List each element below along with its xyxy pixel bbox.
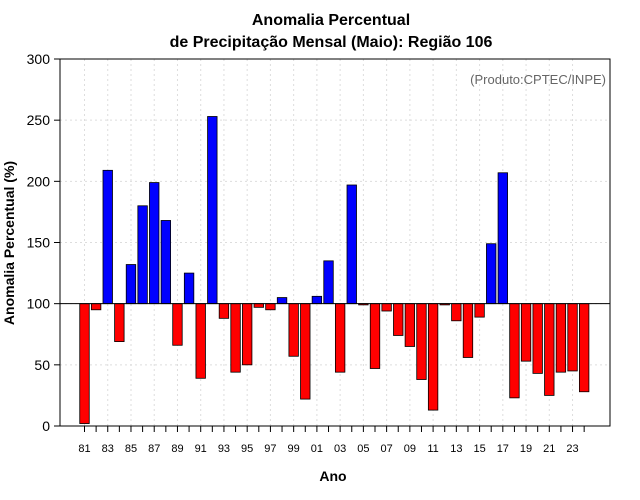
y-tick-label: 150 (27, 235, 51, 251)
bar-2015 (474, 303, 485, 318)
bar-2017 (497, 172, 508, 305)
bar-1997 (265, 303, 276, 311)
bar-2014 (462, 303, 474, 358)
bar-1982 (90, 303, 102, 311)
x-tick-label: 87 (148, 443, 160, 455)
bar-2010 (416, 303, 427, 380)
x-tick-label: 95 (241, 443, 253, 455)
x-tick-label: 11 (427, 443, 438, 455)
x-axis-label: Ano (319, 468, 346, 484)
x-tick-label: 23 (566, 443, 578, 455)
y-tick-label: 100 (27, 296, 51, 312)
y-tick-label: 250 (27, 112, 51, 128)
bar-2016 (486, 243, 497, 305)
bar-2003 (334, 303, 346, 373)
y-tick-label: 300 (27, 51, 51, 67)
y-tick-label: 200 (27, 173, 51, 189)
x-tick-label: 99 (288, 443, 300, 455)
bar-1984 (114, 303, 125, 342)
bar-2009 (404, 303, 416, 347)
bar-2018 (509, 303, 520, 399)
bar-1990 (183, 272, 195, 305)
bar-1991 (195, 303, 206, 379)
x-tick-label: 07 (380, 443, 392, 455)
y-axis-label: Anomalia Percentual (%) (1, 161, 17, 325)
y-tick-label: 0 (42, 418, 50, 434)
x-tick-label: 03 (334, 443, 346, 455)
bar-2000 (300, 303, 311, 400)
bar-1993 (218, 303, 230, 319)
chart-title-line1: Anomalia Percentual (252, 12, 410, 29)
bar-2019 (520, 303, 532, 362)
x-tick-label: 91 (195, 443, 207, 455)
x-tick-label: 19 (520, 443, 532, 455)
bar-2006 (369, 303, 381, 369)
y-axis: 0 50 100 150 200 250 300 (27, 51, 60, 434)
bar-1983 (102, 169, 113, 305)
bar-1987 (149, 182, 160, 305)
chart-annotation: (Produto:CPTEC/INPE) (470, 72, 606, 87)
x-tick-label: 83 (102, 443, 114, 455)
bar-1981 (79, 303, 90, 424)
x-tick-label: 89 (171, 443, 183, 455)
x-tick-label: 97 (264, 443, 276, 455)
y-tick-label: 50 (34, 357, 50, 373)
x-tick-label: 13 (450, 443, 462, 455)
bar-1986 (137, 205, 148, 305)
bar-2001 (311, 295, 323, 305)
bar-2013 (451, 303, 462, 322)
x-tick-label: 81 (78, 443, 90, 455)
bar-2024 (579, 303, 590, 393)
bar-2022 (555, 303, 567, 373)
bar-2002 (323, 260, 334, 305)
x-tick-label: 93 (218, 443, 230, 455)
bar-1995 (242, 303, 253, 366)
x-tick-label: 15 (473, 443, 485, 455)
bar-2023 (567, 303, 578, 372)
bar-2011 (427, 303, 439, 411)
x-tick-label: 09 (404, 443, 416, 455)
bar-2007 (381, 303, 392, 312)
bar-2021 (544, 303, 555, 396)
bar-1999 (288, 303, 299, 357)
bar-1994 (230, 303, 241, 373)
x-tick-label: 01 (311, 443, 323, 455)
bar-1992 (207, 116, 218, 305)
x-axis: 81 83 85 87 89 91 93 95 97 99 01 03 05 07 09 11 13 15 17 19… (78, 426, 585, 455)
x-tick-label: 21 (543, 443, 555, 455)
x-tick-label: 85 (125, 443, 137, 455)
bar-1989 (172, 303, 183, 346)
bar-2004 (346, 184, 357, 305)
bar-1996 (253, 303, 264, 308)
bar-1998 (276, 297, 288, 305)
x-tick-label: 05 (357, 443, 369, 455)
bar-2020 (532, 303, 543, 374)
x-tick-label: 17 (497, 443, 509, 455)
bars (79, 116, 590, 424)
bar-1988 (160, 220, 171, 305)
chart-title-line2: de Precipitação Mensal (Maio): Região 10… (170, 34, 493, 51)
bar-1985 (125, 264, 137, 305)
bar-2008 (393, 303, 404, 336)
